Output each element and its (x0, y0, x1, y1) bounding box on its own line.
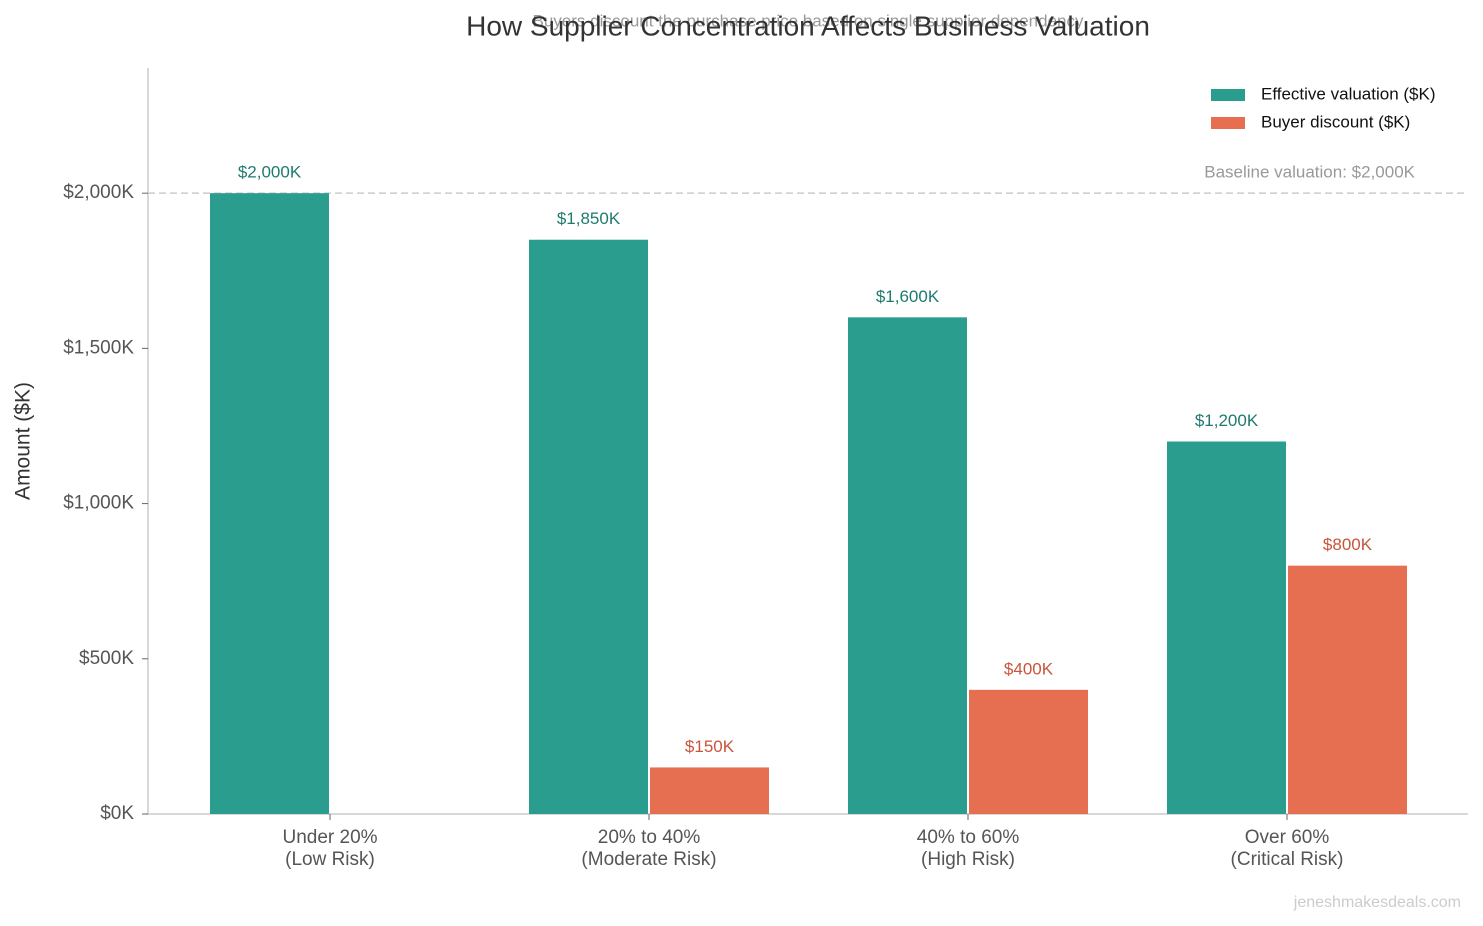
y-tick-label: $500K (79, 648, 134, 669)
baseline-label: Baseline valuation: $2,000K (1204, 163, 1415, 182)
legend-swatch (1211, 89, 1245, 101)
legend-label: Buyer discount ($K) (1261, 112, 1410, 131)
chart-subtitle: Buyers discount the purchase price based… (533, 11, 1084, 30)
watermark: jeneshmakesdeals.com (1293, 894, 1461, 911)
bar (848, 317, 967, 814)
x-tick-label: 40% to 60% (High Risk) (917, 827, 1020, 870)
bar (650, 767, 769, 814)
legend-swatch (1211, 117, 1245, 129)
x-tick-label: Under 20% (Low Risk) (282, 827, 377, 870)
data-label: $2,000K (238, 163, 302, 182)
x-tick-label: Over 60% (Critical Risk) (1231, 827, 1344, 870)
y-tick-label: $1,500K (63, 337, 134, 358)
data-label: $1,200K (1195, 411, 1259, 430)
y-axis-label: Amount ($K) (12, 382, 35, 500)
data-label: $400K (1004, 659, 1054, 678)
bar (969, 689, 1088, 814)
y-tick-label: $1,000K (63, 493, 134, 514)
legend-label: Effective valuation ($K) (1261, 84, 1436, 103)
data-label: $150K (685, 737, 735, 756)
y-tick-label: $0K (100, 803, 134, 824)
data-label: $1,850K (557, 209, 621, 228)
chart-title: How Supplier Concentration Affects Busin… (466, 10, 1150, 41)
bar (529, 239, 648, 814)
bar (210, 193, 329, 814)
y-tick-label: $2,000K (63, 182, 134, 203)
data-label: $1,600K (876, 287, 940, 306)
bar (1288, 565, 1407, 814)
x-tick-label: 20% to 40% (Moderate Risk) (581, 827, 716, 870)
bar (1167, 441, 1286, 814)
data-label: $800K (1323, 535, 1373, 554)
